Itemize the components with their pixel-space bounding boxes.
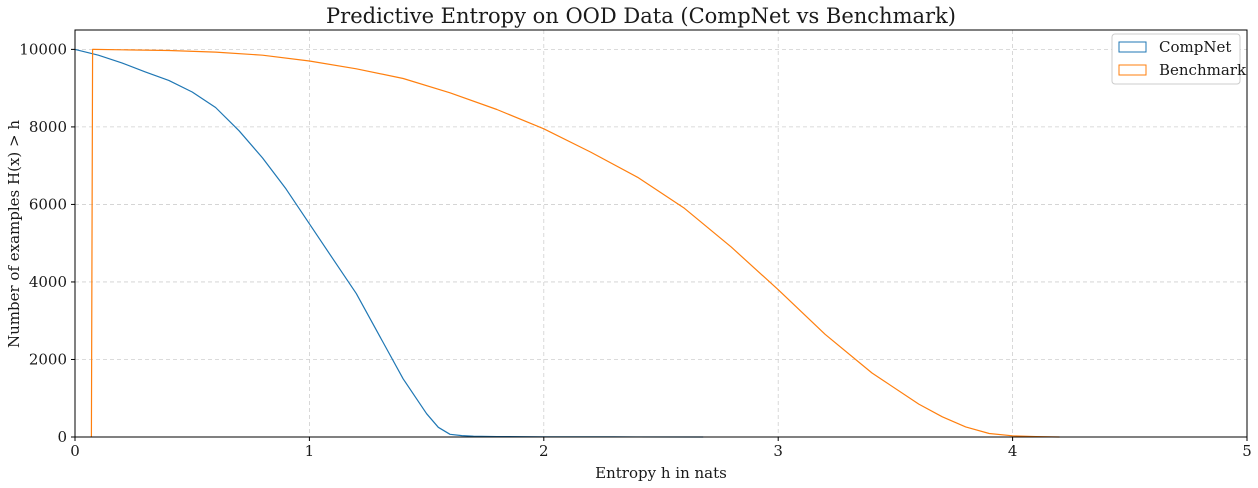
- series-line-compnet: [74, 48, 704, 438]
- y-tick-label: 8000: [29, 118, 67, 136]
- x-tick-label: 4: [1008, 442, 1018, 460]
- legend-label-compnet: CompNet: [1159, 38, 1231, 56]
- y-tick-label: 6000: [29, 195, 67, 213]
- x-tick-label: 1: [305, 442, 315, 460]
- x-tick-label: 5: [1242, 442, 1252, 460]
- series-line-benchmark: [90, 48, 1060, 438]
- series-layer: [74, 48, 1060, 438]
- legend: CompNet Benchmark: [1111, 33, 1247, 85]
- x-tick-label: 0: [70, 442, 80, 460]
- axis-ticks: 0 1 2 3 4 5 0 2000 4000 6000 8000 10000: [19, 40, 1251, 460]
- chart-title: Predictive Entropy on OOD Data (CompNet …: [326, 4, 956, 28]
- legend-box: [1111, 33, 1241, 85]
- x-axis-label: Entropy h in nats: [595, 464, 727, 482]
- y-tick-label: 2000: [29, 350, 67, 368]
- legend-swatch-benchmark: [1118, 64, 1147, 76]
- x-tick-label: 2: [539, 442, 549, 460]
- legend-swatch-compnet: [1118, 41, 1147, 53]
- y-axis-label: Number of examples H(x) > h: [5, 120, 23, 348]
- grid: [74, 30, 1248, 438]
- x-tick-label: 3: [773, 442, 783, 460]
- plot-frame: [74, 29, 1248, 438]
- y-tick-label: 10000: [19, 40, 67, 58]
- legend-label-benchmark: Benchmark: [1159, 61, 1247, 79]
- y-tick-label: 4000: [29, 273, 67, 291]
- y-tick-label: 0: [57, 428, 67, 446]
